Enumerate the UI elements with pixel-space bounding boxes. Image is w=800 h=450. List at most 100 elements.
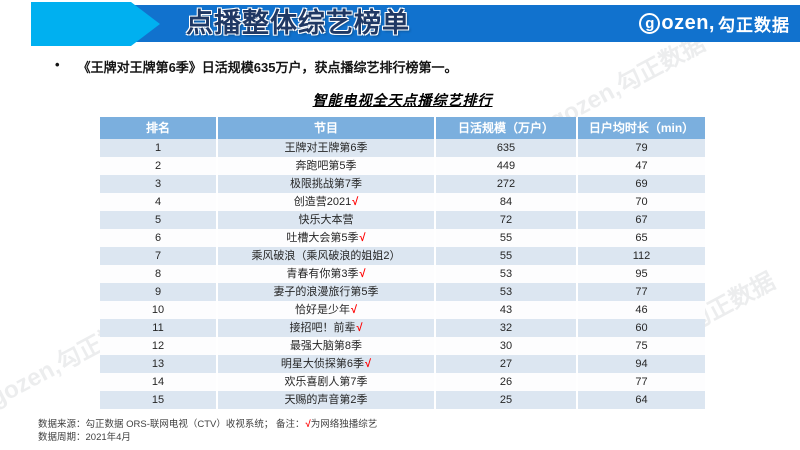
daily-active-cell: 449	[436, 157, 578, 175]
avg-minutes-cell: 67	[578, 211, 705, 229]
avg-minutes-cell: 60	[578, 319, 705, 337]
rank-cell: 13	[100, 355, 218, 373]
program-name: 吐槽大会第5季	[286, 232, 359, 244]
table-row: 2 奔跑吧第5季 449 47	[100, 157, 705, 175]
avg-minutes-cell: 75	[578, 337, 705, 355]
daily-active-cell: 53	[436, 283, 578, 301]
bullet-icon: •	[55, 57, 60, 72]
table-row: 6 吐槽大会第5季√ 55 65	[100, 229, 705, 247]
table-row: 8 青春有你第3季√ 53 95	[100, 265, 705, 283]
gozen-g-icon: g	[639, 13, 661, 34]
avg-minutes-cell: 70	[578, 193, 705, 211]
program-name: 青春有你第3季	[286, 268, 359, 280]
table-row: 10 恰好是少年√ 43 46	[100, 301, 705, 319]
table-row: 15 天赐的声音第2季 25 64	[100, 391, 705, 409]
daily-active-cell: 32	[436, 319, 578, 337]
table-title: 智能电视全天点播综艺排行	[100, 90, 705, 110]
summary-text: 《王牌对王牌第6季》日活规模635万户，获点播综艺排行榜第一。	[77, 60, 458, 75]
table-row: 1 王牌对王牌第6季 635 79	[100, 139, 705, 157]
data-source-text: 数据来源：勾正数据 ORS-联网电视（CTV）收视系统； 备注：	[38, 419, 305, 430]
program-name: 天赐的声音第2季	[284, 394, 368, 406]
table-row: 13 明星大侦探第6季√ 27 94	[100, 355, 705, 373]
avg-minutes-cell: 94	[578, 355, 705, 373]
daily-active-cell: 72	[436, 211, 578, 229]
exclusive-check-mark: √	[359, 268, 366, 280]
program-name: 创造营2021	[293, 196, 352, 208]
avg-minutes-cell: 64	[578, 391, 705, 409]
program-cell: 快乐大本营	[218, 211, 436, 229]
rank-cell: 9	[100, 283, 218, 301]
footer-notes: 数据来源：勾正数据 ORS-联网电视（CTV）收视系统； 备注：√为网络独播综艺…	[38, 418, 377, 444]
daily-active-cell: 43	[436, 301, 578, 319]
daily-active-cell: 84	[436, 193, 578, 211]
daily-active-cell: 55	[436, 229, 578, 247]
footer-check-mark: √	[305, 419, 311, 430]
table-row: 14 欢乐喜剧人第7季 26 77	[100, 373, 705, 391]
rank-cell: 3	[100, 175, 218, 193]
rank-cell: 6	[100, 229, 218, 247]
daily-active-cell: 53	[436, 265, 578, 283]
logo-chinese-text: 勾正数据	[718, 16, 790, 35]
rank-cell: 5	[100, 211, 218, 229]
daily-active-cell: 55	[436, 247, 578, 265]
program-name: 明星大侦探第6季	[280, 358, 365, 370]
rank-cell: 12	[100, 337, 218, 355]
rank-cell: 8	[100, 265, 218, 283]
program-name: 乘风破浪（乘风破浪的姐姐2）	[251, 250, 401, 262]
table-row: 7 乘风破浪（乘风破浪的姐姐2） 55 112	[100, 247, 705, 265]
rank-cell: 7	[100, 247, 218, 265]
company-logo: g ozen, 勾正数据	[639, 5, 790, 42]
program-name: 快乐大本营	[298, 214, 354, 226]
program-name: 接招吧！前辈	[289, 322, 356, 334]
exclusive-check-mark: √	[365, 358, 372, 370]
program-name: 王牌对王牌第6季	[284, 142, 368, 154]
table-row: 4 创造营2021√ 84 70	[100, 193, 705, 211]
program-cell: 创造营2021√	[218, 193, 436, 211]
rank-cell: 14	[100, 373, 218, 391]
banner-arrow-tip-icon	[131, 2, 160, 46]
header-daily-active: 日活规模（万户）	[436, 117, 578, 139]
table-row: 12 最强大脑第8季 30 75	[100, 337, 705, 355]
avg-minutes-cell: 69	[578, 175, 705, 193]
exclusive-check-mark: √	[352, 196, 359, 208]
rank-cell: 15	[100, 391, 218, 409]
title-banner-bar	[95, 5, 800, 42]
table-row: 3 极限挑战第7季 272 69	[100, 175, 705, 193]
avg-minutes-cell: 47	[578, 157, 705, 175]
program-cell: 奔跑吧第5季	[218, 157, 436, 175]
program-cell: 极限挑战第7季	[218, 175, 436, 193]
daily-active-cell: 272	[436, 175, 578, 193]
data-source-line: 数据来源：勾正数据 ORS-联网电视（CTV）收视系统； 备注：√为网络独播综艺	[38, 418, 377, 431]
daily-active-cell: 635	[436, 139, 578, 157]
rank-cell: 11	[100, 319, 218, 337]
daily-active-cell: 27	[436, 355, 578, 373]
avg-minutes-cell: 77	[578, 283, 705, 301]
rank-cell: 4	[100, 193, 218, 211]
header-program: 节目	[218, 117, 436, 139]
program-cell: 妻子的浪漫旅行第5季	[218, 283, 436, 301]
program-cell: 欢乐喜剧人第7季	[218, 373, 436, 391]
exclusive-check-mark: √	[356, 322, 363, 334]
table-row: 5 快乐大本营 72 67	[100, 211, 705, 229]
program-cell: 乘风破浪（乘风破浪的姐姐2）	[218, 247, 436, 265]
table-header-row: 排名 节目 日活规模（万户） 日户均时长（min）	[100, 117, 705, 139]
table-row: 11 接招吧！前辈√ 32 60	[100, 319, 705, 337]
program-name: 最强大脑第8季	[289, 340, 363, 352]
program-name: 恰好是少年	[294, 304, 350, 316]
avg-minutes-cell: 46	[578, 301, 705, 319]
program-cell: 最强大脑第8季	[218, 337, 436, 355]
summary-bullet-line: • 《王牌对王牌第6季》日活规模635万户，获点播综艺排行榜第一。	[55, 57, 775, 76]
table-body: 1 王牌对王牌第6季 635 79 2 奔跑吧第5季 449 47 3 极限挑战第7季 272 69 4…	[100, 139, 705, 409]
ranking-table: 排名 节目 日活规模（万户） 日户均时长（min） 1 王牌对王牌第6季 635 79…	[100, 117, 705, 409]
program-cell: 接招吧！前辈√	[218, 319, 436, 337]
rank-cell: 2	[100, 157, 218, 175]
page-title: 点播整体综艺榜单	[186, 8, 410, 38]
table-row: 9 妻子的浪漫旅行第5季 53 77	[100, 283, 705, 301]
data-period-line: 数据周期：2021年4月	[38, 432, 131, 443]
header-rank: 排名	[100, 117, 218, 139]
avg-minutes-cell: 79	[578, 139, 705, 157]
program-cell: 青春有你第3季√	[218, 265, 436, 283]
avg-minutes-cell: 112	[578, 247, 705, 265]
exclusive-check-mark: √	[359, 232, 366, 244]
daily-active-cell: 25	[436, 391, 578, 409]
